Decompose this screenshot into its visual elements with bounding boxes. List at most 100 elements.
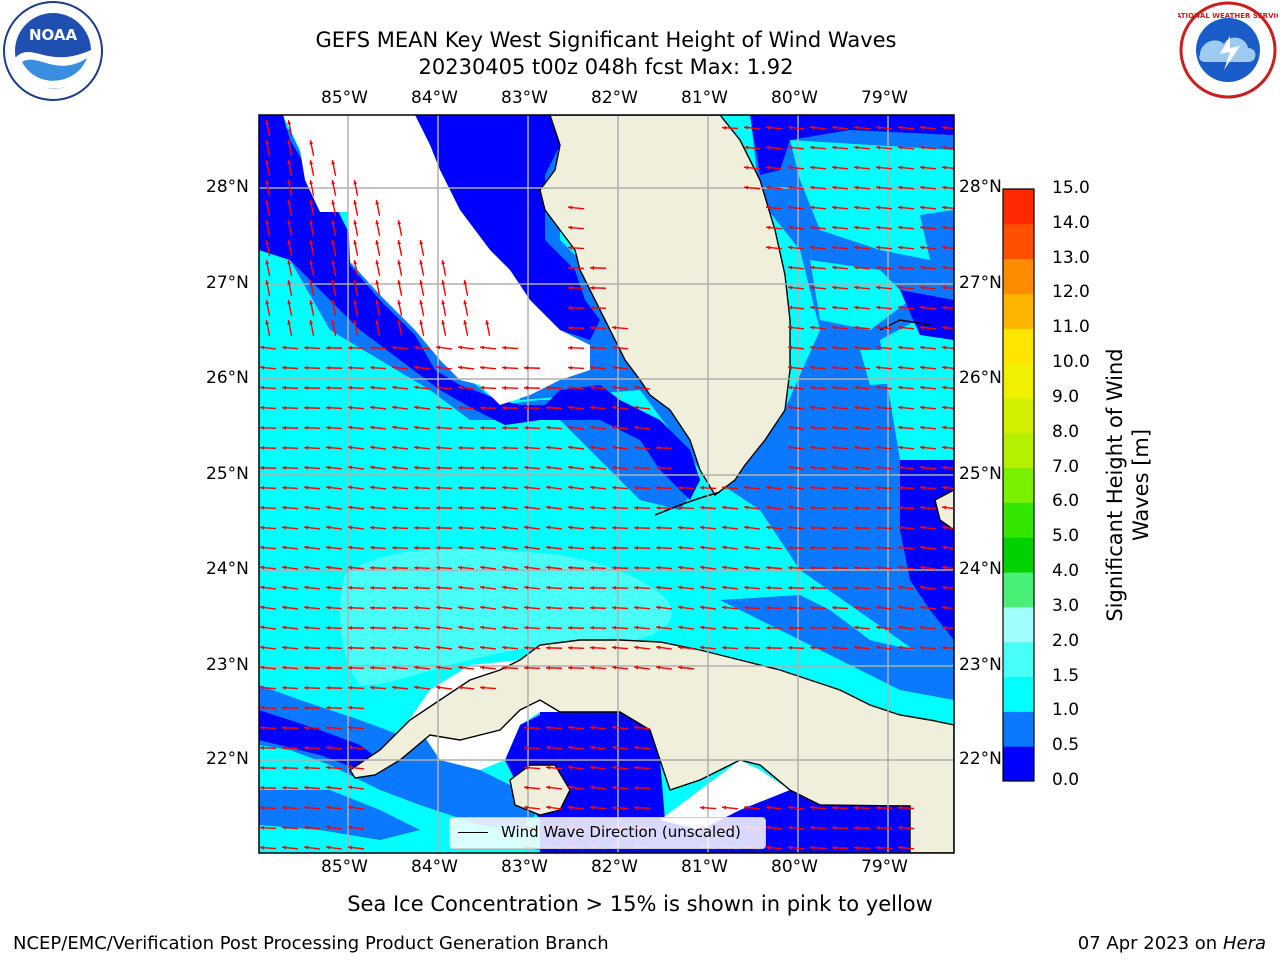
- wind-wave-arrowhead: [348, 365, 353, 370]
- lat-tick-label: 26°N: [959, 368, 1002, 388]
- wind-wave-arrowhead: [436, 645, 441, 650]
- wind-wave-arrowhead: [832, 845, 837, 850]
- wind-wave-arrowhead: [524, 385, 529, 390]
- wind-wave-arrowhead: [634, 645, 639, 650]
- wind-wave-arrowhead: [304, 685, 309, 690]
- wind-wave-arrowhead: [348, 525, 353, 530]
- wind-wave-arrowhead: [788, 265, 793, 270]
- ocean-e-deep: [900, 290, 954, 340]
- wind-wave-arrowhead: [744, 565, 749, 570]
- colorbar-tick-label: 12.0: [1052, 282, 1090, 303]
- wind-wave-arrowhead: [546, 485, 551, 490]
- wind-wave-arrowhead: [590, 545, 595, 550]
- wind-wave-arrowhead: [458, 445, 463, 450]
- wind-wave-arrowhead: [304, 365, 309, 370]
- wind-wave-arrowhead: [854, 325, 859, 330]
- wind-wave-arrowhead: [304, 425, 309, 430]
- wind-wave-arrowhead: [546, 605, 551, 610]
- land-cuba: [349, 639, 954, 853]
- wind-wave-arrowhead: [458, 365, 463, 370]
- wind-wave-arrowhead: [898, 285, 903, 290]
- wind-wave-arrowhead: [634, 485, 639, 490]
- colorbar-segment: [1003, 328, 1034, 364]
- wind-wave-arrowhead: [568, 785, 573, 790]
- wind-wave-arrowhead: [260, 745, 265, 750]
- wind-wave-arrowhead: [612, 385, 617, 390]
- wind-wave-arrowhead: [634, 525, 639, 530]
- lon-tick-label: 80°W: [771, 88, 818, 108]
- wind-wave-arrowhead: [309, 240, 314, 245]
- wind-wave-arrowhead: [942, 385, 947, 390]
- wind-wave-arrowhead: [485, 320, 490, 325]
- wind-wave-arrowhead: [876, 325, 881, 330]
- wind-wave-arrowhead: [854, 205, 859, 210]
- wind-wave-arrowhead: [480, 385, 485, 390]
- wind-wave-arrowhead: [375, 300, 380, 305]
- wind-wave-arrowhead: [370, 445, 375, 450]
- wind-wave-arrowhead: [326, 425, 331, 430]
- wind-wave-arrowhead: [612, 445, 617, 450]
- wind-wave-arrowhead: [282, 705, 287, 710]
- wind-wave-arrowhead: [854, 845, 859, 850]
- wind-wave-arrowhead: [304, 765, 309, 770]
- wind-wave-arrowhead: [942, 345, 947, 350]
- wind-wave-arrowhead: [876, 225, 881, 230]
- wind-wave-arrowhead: [788, 305, 793, 310]
- wind-wave-arrowhead: [480, 685, 485, 690]
- wind-wave-arrowhead: [392, 585, 397, 590]
- wind-wave-arrowhead: [463, 300, 468, 305]
- wind-wave-arrowhead: [590, 285, 595, 290]
- wind-wave-arrowhead: [458, 385, 463, 390]
- wind-wave-arrowhead: [788, 165, 793, 170]
- wind-wave-arrowhead: [436, 405, 441, 410]
- wind-wave-arrowhead: [766, 225, 771, 230]
- wind-wave-arrowhead: [265, 120, 270, 125]
- wind-wave-arrowhead: [392, 465, 397, 470]
- wind-wave-arrowhead: [876, 545, 881, 550]
- wind-wave-arrowhead: [832, 425, 837, 430]
- wind-wave-arrowhead: [832, 185, 837, 190]
- wind-wave-arrowhead: [348, 545, 353, 550]
- wind-wave-arrowhead: [898, 545, 903, 550]
- wind-wave-arrowhead: [524, 665, 529, 670]
- colorbar-segment: [1003, 363, 1034, 399]
- wind-wave-arrowhead: [480, 645, 485, 650]
- wind-wave-arrowhead: [309, 220, 314, 225]
- wind-wave-arrowhead: [304, 605, 309, 610]
- wind-wave-arrowhead: [441, 300, 446, 305]
- wind-wave-arrowhead: [546, 765, 551, 770]
- wind-wave-arrowhead: [436, 665, 441, 670]
- wind-wave-arrowhead: [326, 545, 331, 550]
- colorbar-tick-label: 10.0: [1052, 352, 1090, 373]
- colorbar-tick-label: 8.0: [1052, 421, 1080, 442]
- wind-wave-arrowhead: [854, 825, 859, 830]
- wind-wave-arrowhead: [854, 185, 859, 190]
- wind-wave-arrowhead: [832, 625, 837, 630]
- wind-wave-arrowhead: [876, 805, 881, 810]
- wind-wave-arrowhead: [287, 260, 292, 265]
- wind-wave-arrowhead: [348, 665, 353, 670]
- wind-wave-arrowhead: [392, 525, 397, 530]
- wind-wave-arrowhead: [568, 505, 573, 510]
- wind-wave-arrowhead: [766, 805, 771, 810]
- wind-wave-arrowhead: [546, 425, 551, 430]
- colorbar-segment: [1003, 467, 1034, 503]
- wind-wave-arrowhead: [414, 625, 419, 630]
- wind-wave-arrowhead: [942, 305, 947, 310]
- wind-wave-arrowhead: [370, 685, 375, 690]
- wind-wave-arrowhead: [788, 565, 793, 570]
- colorbar-segment: [1003, 502, 1034, 538]
- wind-wave-arrowhead: [788, 125, 793, 130]
- wind-wave-arrowhead: [854, 165, 859, 170]
- lat-tick-label: 25°N: [959, 464, 1002, 484]
- wind-wave-arrowhead: [260, 405, 265, 410]
- wind-wave-arrowhead: [348, 605, 353, 610]
- wind-wave-arrowhead: [568, 605, 573, 610]
- wind-wave-arrowhead: [612, 565, 617, 570]
- wind-wave-arrowhead: [832, 565, 837, 570]
- wind-wave-arrowhead: [920, 145, 925, 150]
- wind-wave-arrowhead: [568, 545, 573, 550]
- wind-wave-arrowhead: [766, 205, 771, 210]
- wind-wave-arrowhead: [260, 485, 265, 490]
- wind-wave-arrowhead: [282, 385, 287, 390]
